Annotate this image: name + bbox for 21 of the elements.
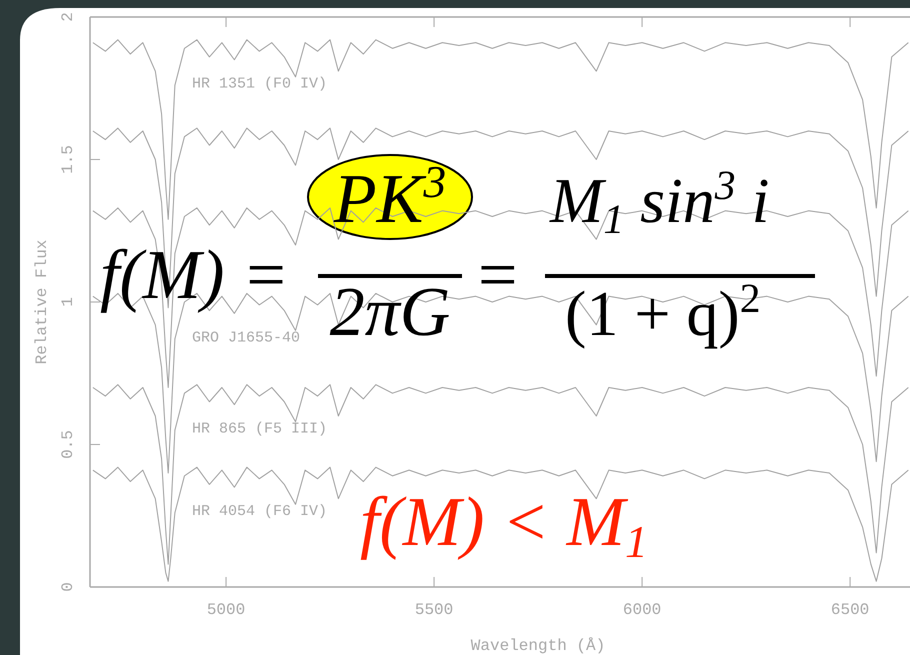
x-tick-label: 6000 [622,601,662,619]
y-axis-title: Relative Flux [33,240,51,364]
y-tick-label: 1 [59,297,77,307]
annotation: f(M) < M$_{1}$ [360,484,648,566]
x-tick-label: 5500 [414,601,454,619]
series-label: HR 865 (F5 III) [192,420,328,438]
x-axis-title: Wavelength (Å) [470,637,606,655]
series-label: HR 4054 (F6 IV) [192,503,328,520]
annotation: f(M) = [100,237,290,314]
x-tick-label: 6500 [830,601,870,619]
y-tick-label: 0.5 [59,430,77,459]
annotation: 2πG [330,274,450,351]
x-tick-label: 5000 [206,601,246,619]
y-tick-label: 0 [59,582,77,592]
annotation: (1 + q)$^{2}$ [565,274,761,349]
annotation: M$_{1}$ sin$^{3}$ i [549,162,770,242]
series-label: HR 1351 (F0 IV) [192,76,328,93]
annotation: = [478,237,518,314]
y-tick-label: 2 [59,12,77,22]
series-label: GRO J1655-40 [192,329,300,346]
y-tick-label: 1.5 [59,145,77,174]
